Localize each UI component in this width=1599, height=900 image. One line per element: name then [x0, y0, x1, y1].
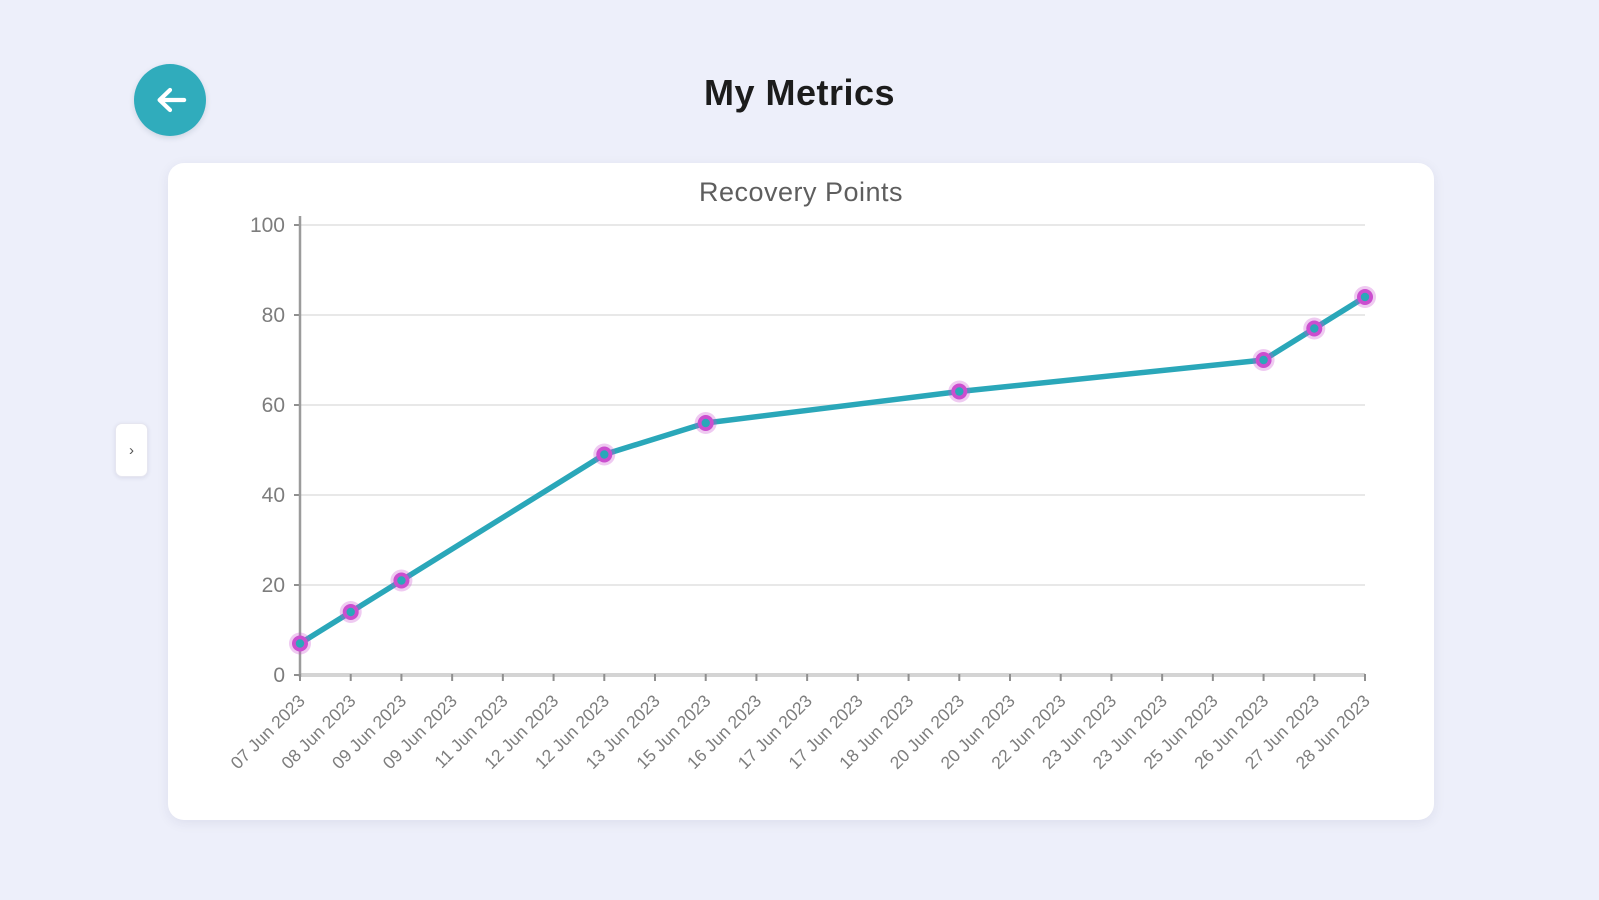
arrow-left-icon	[157, 87, 187, 113]
y-axis-tick-label: 100	[250, 214, 285, 237]
line-series	[297, 294, 1368, 647]
chevron-right-icon: ›	[129, 441, 134, 459]
data-point-center	[397, 576, 406, 585]
side-panel-toggle[interactable]: ›	[115, 423, 148, 477]
y-axis-tick-label: 20	[262, 574, 285, 597]
data-point-center	[600, 450, 609, 459]
data-point-center	[1310, 324, 1319, 333]
data-point-center	[1360, 292, 1370, 302]
y-axis-tick-label: 80	[262, 304, 285, 327]
y-axis-tick-label: 60	[262, 394, 285, 417]
data-point-center	[701, 418, 710, 428]
page-title: My Metrics	[703, 72, 896, 113]
y-axis-tick-label: 40	[262, 484, 285, 507]
chart-title: Recovery Points	[698, 177, 904, 207]
data-point-center	[346, 607, 355, 617]
data-point-center	[955, 387, 964, 396]
data-point-center	[1259, 355, 1268, 365]
metrics-card: Recovery Points 0 20 40 60 80 100 07 Jun 2023 0…	[168, 163, 1434, 820]
back-button[interactable]	[134, 64, 206, 136]
y-axis-tick-label: 0	[273, 664, 285, 687]
data-point-center	[295, 639, 305, 648]
